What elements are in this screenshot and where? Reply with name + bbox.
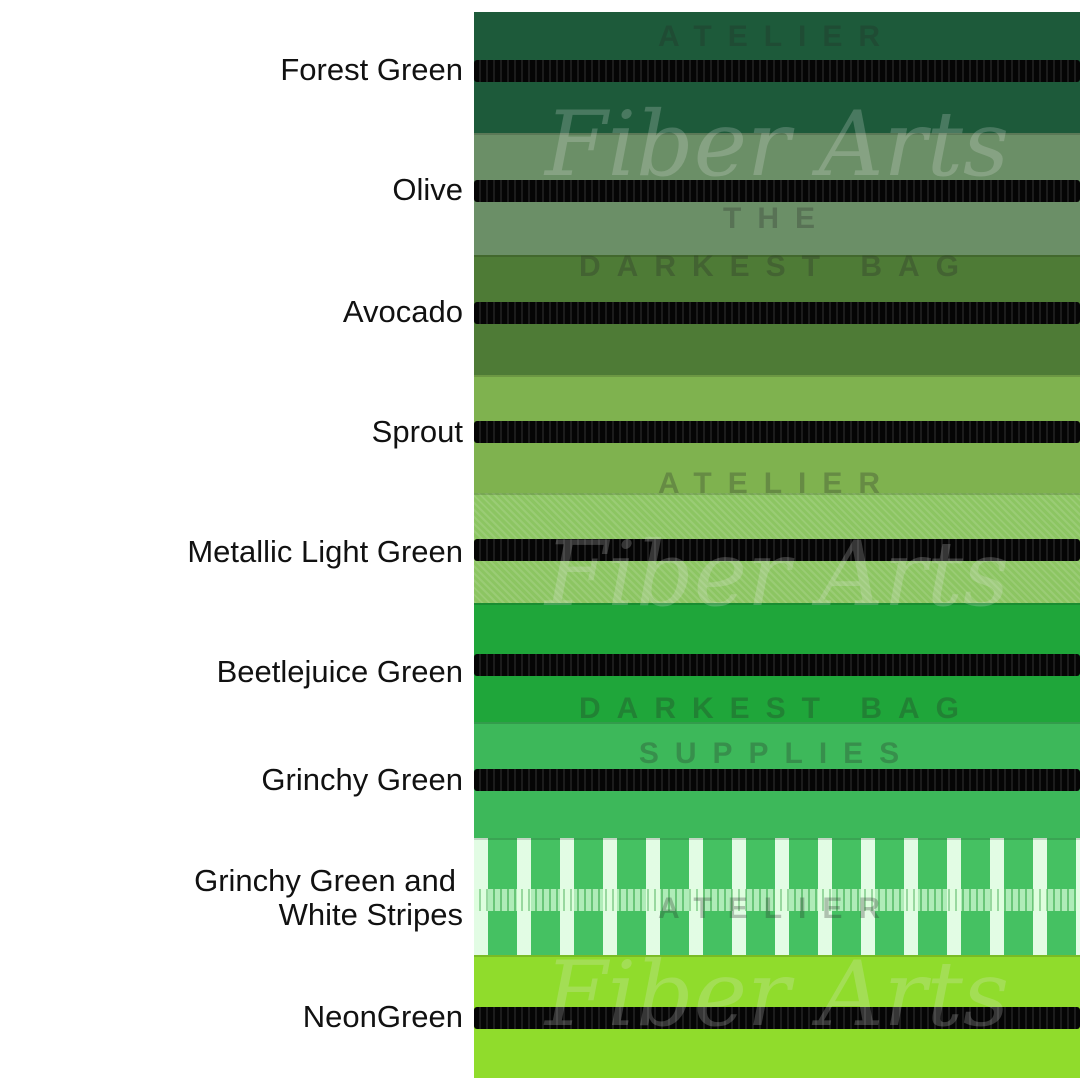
zipper-coil [474,539,1080,561]
zipper-coil [474,421,1080,443]
label-sprout: Sprout [371,414,463,449]
label-neon-green: NeonGreen [302,999,463,1034]
label-metallic-light-green: Metallic Light Green [187,534,463,569]
swatch-sprout [474,375,1080,493]
zipper-coil [474,769,1080,791]
label-beetlejuice-green: Beetlejuice Green [216,654,463,689]
zipper-coil [474,60,1080,82]
label-grinchy-green: Grinchy Green [261,762,463,797]
swatch-olive [474,133,1080,255]
label-avocado: Avocado [342,294,463,329]
zipper-swatch-photo: ATELIER Fiber Arts THE DARKEST BAG ATELI… [474,12,1080,1078]
zipper-coil [474,302,1080,324]
swatch-grinchy-stripes [474,838,1080,955]
swatch-forest-green [474,12,1080,133]
swatch-beetlejuice-green [474,603,1080,722]
zipper-coil [474,654,1080,676]
label-olive: Olive [392,172,463,207]
swatch-avocado [474,255,1080,375]
zipper-coil [474,180,1080,202]
swatch-grinchy-green [474,722,1080,838]
swatch-metallic-light-green [474,493,1080,603]
zipper-coil [474,889,1080,911]
label-grinchy-stripes-line1: Grinchy Green and [194,863,456,898]
zipper-coil [474,1007,1080,1029]
label-forest-green: Forest Green [280,52,463,87]
swatch-neon-green [474,955,1080,1078]
label-grinchy-stripes-line2: White Stripes [278,897,463,932]
